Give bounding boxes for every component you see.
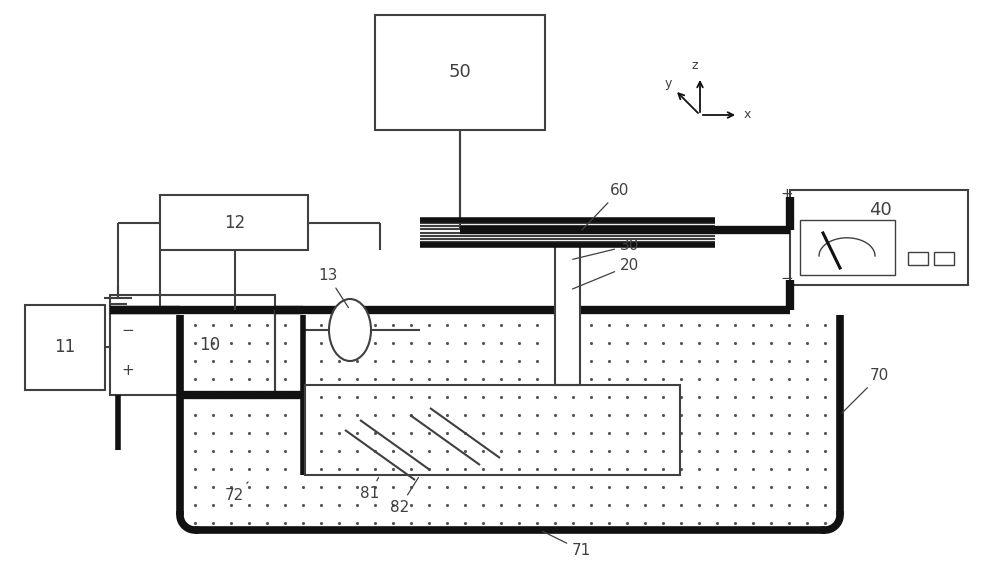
Text: 20: 20 [573,258,639,289]
Bar [800,220,895,275]
Text: 40: 40 [869,201,891,219]
Bar [934,252,954,265]
Text: 81: 81 [360,477,379,501]
Text: 70: 70 [842,368,889,413]
Bar [420,220,715,245]
Text: z: z [692,59,698,72]
Bar [555,245,580,385]
Text: 50: 50 [449,63,471,81]
Text: 60: 60 [582,183,629,230]
Bar [160,195,308,250]
Ellipse shape [329,299,371,361]
Text: 82: 82 [390,477,419,515]
Text: 12: 12 [224,214,246,232]
Text: x: x [744,108,751,121]
Text: +: + [781,186,793,202]
Text: 72: 72 [225,482,248,503]
Text: 30: 30 [573,238,639,259]
Text: 71: 71 [542,531,591,558]
Bar [25,305,105,390]
Bar [375,15,545,130]
Bar [790,190,968,285]
Text: 13: 13 [318,268,348,308]
Bar [305,385,680,475]
Text: −: − [781,270,793,286]
Text: y: y [665,77,672,90]
Text: −: − [122,322,134,338]
Text: 11: 11 [54,338,76,356]
Bar [110,295,275,395]
Text: +: + [122,362,134,377]
Bar [908,252,928,265]
Text: 10: 10 [199,336,221,354]
